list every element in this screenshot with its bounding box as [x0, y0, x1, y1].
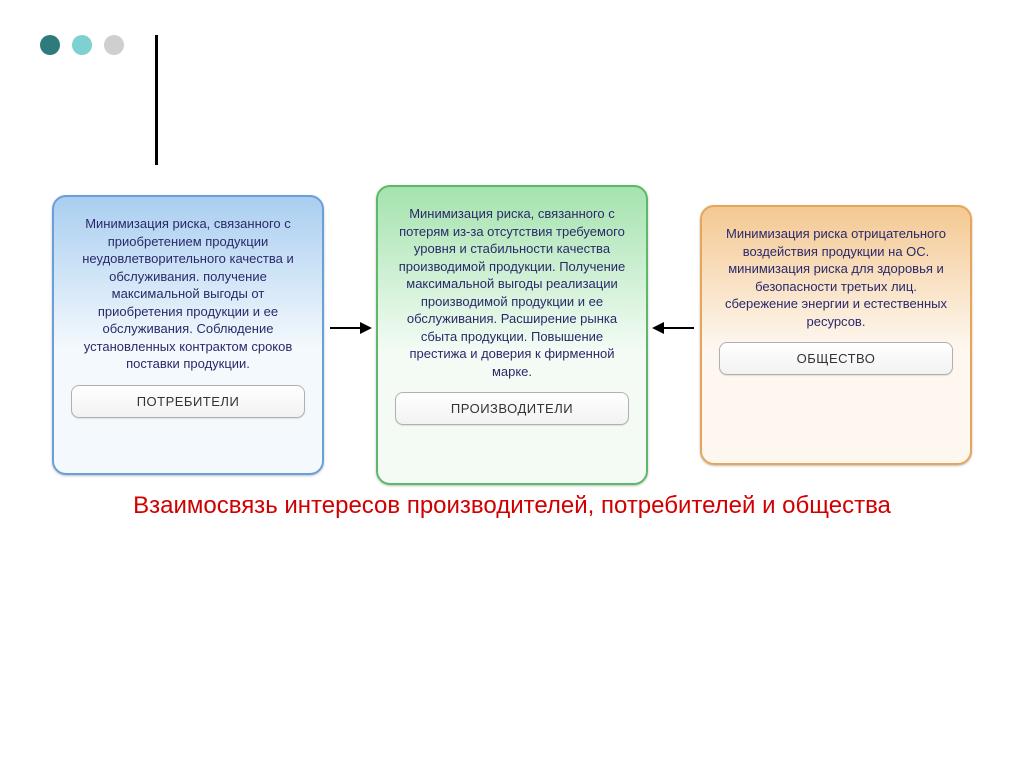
decor-dots: [40, 35, 136, 55]
diagram-caption: Взаимосвязь интересов производителей, по…: [0, 490, 1024, 522]
dot-3: [104, 35, 124, 55]
card-consumers-text: Минимизация риска, связанного с приобрет…: [66, 211, 310, 373]
card-producers: Минимизация риска, связанного с потерям …: [376, 185, 648, 485]
arrow-left-icon: [652, 320, 696, 336]
card-society-label: ОБЩЕСТВО: [719, 342, 953, 375]
card-producers-label: ПРОИЗВОДИТЕЛИ: [395, 392, 629, 425]
card-consumers-label: ПОТРЕБИТЕЛИ: [71, 385, 305, 418]
card-producers-text: Минимизация риска, связанного с потерям …: [390, 201, 634, 380]
card-society-text: Минимизация риска отрицательного воздейс…: [714, 221, 958, 330]
card-consumers: Минимизация риска, связанного с приобрет…: [52, 195, 324, 475]
decor-vertical-line: [155, 35, 158, 165]
interests-diagram: Минимизация риска, связанного с приобрет…: [52, 185, 972, 485]
arrow-right-icon: [328, 320, 372, 336]
dot-1: [40, 35, 60, 55]
card-society: Минимизация риска отрицательного воздейс…: [700, 205, 972, 465]
dot-2: [72, 35, 92, 55]
